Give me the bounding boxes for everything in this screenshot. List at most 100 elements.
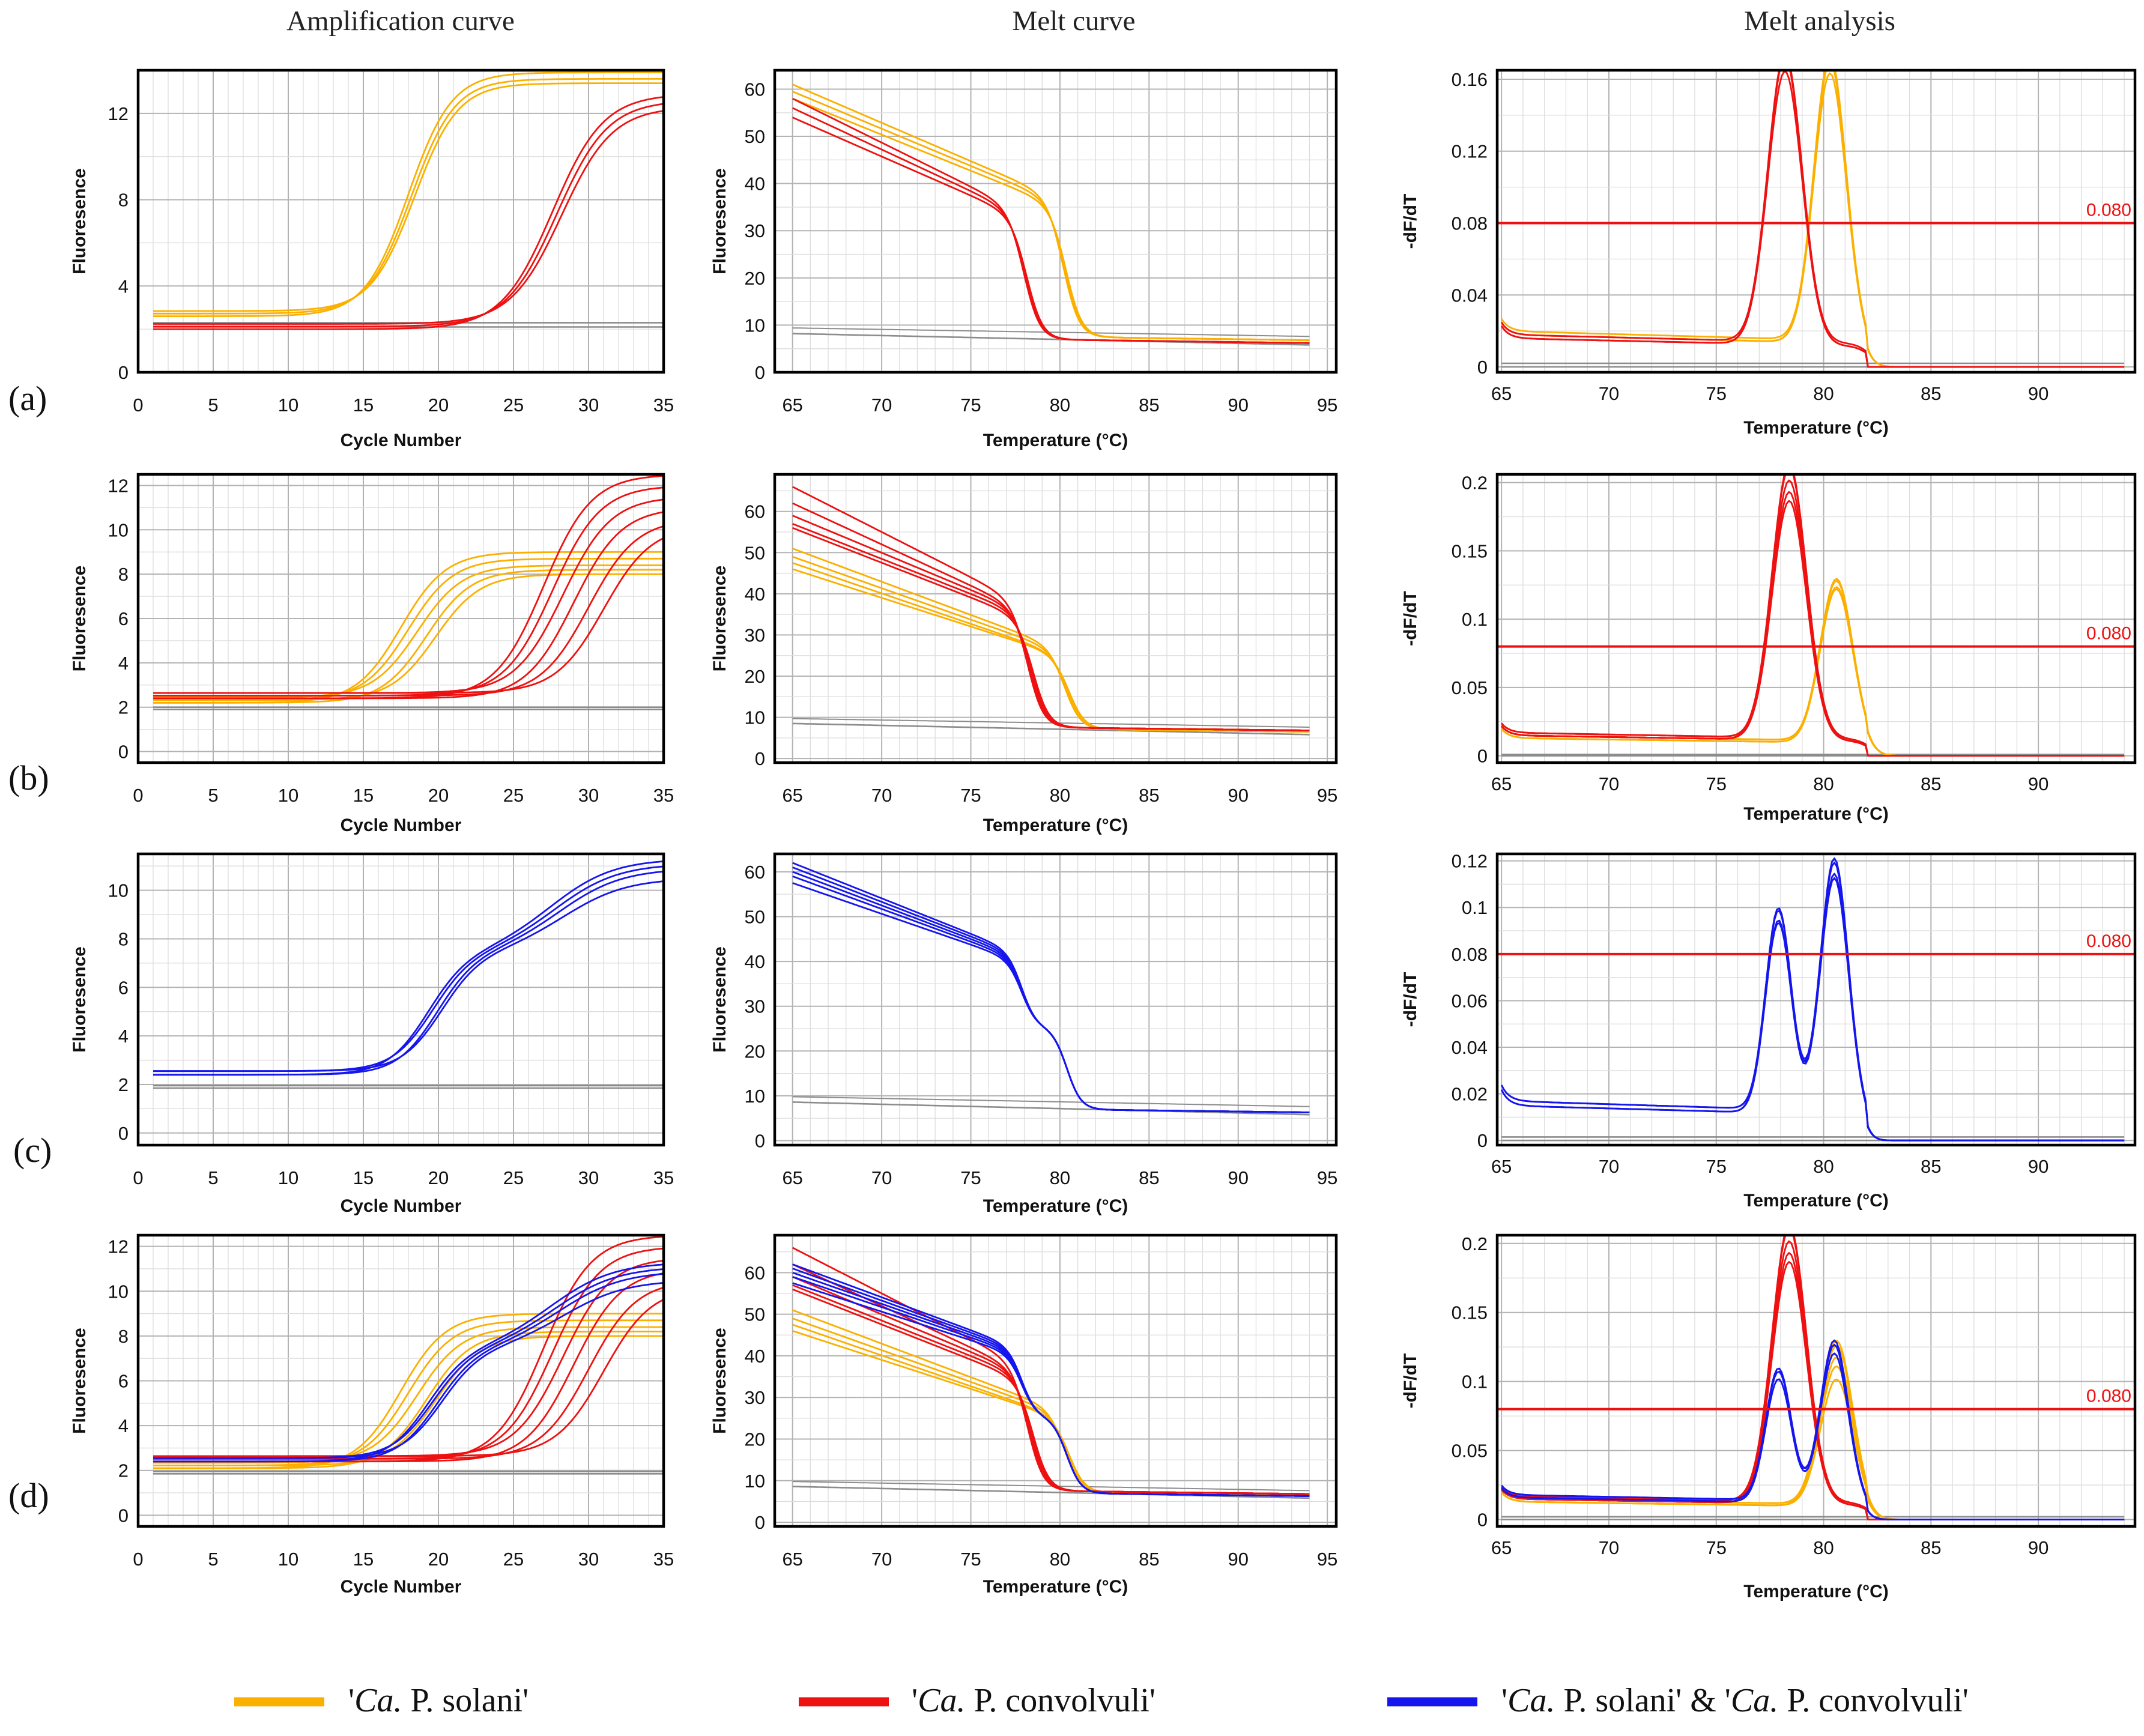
x-tick-labels: 0 5 10 15 20 25 30 35: [133, 785, 674, 806]
y-tick-label: 2: [118, 1460, 129, 1481]
x-tick-label: 10: [278, 395, 298, 416]
y-tick-label: 8: [118, 564, 129, 585]
y-tick-label: 20: [745, 666, 765, 687]
series-convolvuli-line: [153, 110, 664, 325]
chart-b-deriv: 65 70 75 80 85 90 0 0.05 0.1 0.15 0.2 Temperature (…: [1401, 473, 2137, 824]
legend-label-italic: Ca.: [354, 1682, 402, 1719]
y-tick-label: 20: [745, 268, 765, 289]
x-tick-label: 25: [503, 1167, 524, 1188]
series-mixed-line: [792, 1282, 1310, 1497]
threshold-label: 0.080: [2086, 624, 2131, 644]
y-tick-label: 0.04: [1452, 1037, 1488, 1058]
legend-item: 'Ca. P. solani': [234, 1682, 528, 1719]
y-tick-label: 0: [755, 1512, 765, 1533]
y-tick-labels: 0 0.05 0.1 0.15 0.2: [1452, 473, 1488, 767]
chart-d-melt: 65 70 75 80 85 90 95 0 10 20 30 40 50 60 Temperature (…: [710, 1233, 1338, 1597]
plot-frame: [1495, 68, 2137, 374]
x-tick-label: 30: [578, 785, 599, 806]
x-tick-label: 65: [782, 395, 802, 416]
chart-c-amp: 0 5 10 15 20 25 30 35 0 2 4 6 8 10 Cycle Number Fluores…: [70, 852, 674, 1216]
x-axis-label: Temperature (°C): [1743, 1191, 1888, 1211]
x-tick-label: 85: [1921, 383, 1941, 404]
y-tick-label: 10: [745, 1471, 765, 1492]
legend-label-part: P. solani': [402, 1682, 528, 1719]
y-axis-label: Fluoresence: [70, 566, 89, 672]
y-tick-label: 0: [1477, 1510, 1488, 1531]
x-tick-label: 90: [2028, 1156, 2049, 1177]
x-tick-label: 10: [278, 1167, 298, 1188]
plot-frame: [136, 1233, 665, 1528]
series-convolvuli-line: [153, 525, 664, 697]
series-convolvuli-line: [792, 1288, 1310, 1495]
x-axis-label: Temperature (°C): [983, 1577, 1128, 1597]
x-tick-label: 35: [653, 1549, 674, 1570]
y-axis-label: -dF/dT: [1401, 194, 1420, 249]
x-tick-label: 10: [278, 1549, 298, 1570]
x-tick-label: 75: [1706, 1537, 1726, 1558]
x-axis-label: Temperature (°C): [983, 815, 1128, 835]
legend-label-italic: Ca.: [918, 1682, 965, 1719]
x-tick-label: 95: [1317, 395, 1337, 416]
y-tick-label: 50: [745, 1304, 765, 1325]
x-tick-labels: 65 70 75 80 85 90: [1491, 773, 2049, 794]
plot-area: [775, 1235, 1336, 1526]
x-tick-label: 95: [1317, 1167, 1337, 1188]
x-tick-labels: 65 70 75 80 85 90: [1491, 1537, 2049, 1558]
legend-label-part: P. solani' & ': [1555, 1682, 1730, 1719]
x-tick-label: 65: [1491, 1156, 1512, 1177]
legend-label: 'Ca. P. solani': [348, 1682, 528, 1719]
chart-d-deriv: 65 70 75 80 85 90 0 0.05 0.1 0.15 0.2 Temperature (…: [1401, 1233, 2137, 1601]
y-tick-label: 8: [118, 928, 129, 949]
y-axis-label: Fluoresence: [70, 168, 89, 274]
y-axis-label: -dF/dT: [1401, 591, 1420, 646]
threshold-label: 0.080: [2086, 1387, 2131, 1406]
series-mixed-line: [1501, 1352, 2125, 1520]
y-tick-label: 40: [745, 174, 765, 195]
x-axis-label: Temperature (°C): [1743, 804, 1888, 824]
x-tick-label: 65: [1491, 773, 1512, 794]
x-tick-label: 5: [208, 395, 218, 416]
series-convolvuli-line: [153, 96, 664, 330]
y-tick-label: 0: [118, 742, 129, 763]
plot-frame: [136, 852, 665, 1147]
series-group: [792, 486, 1310, 736]
y-axis-label: Fluoresence: [710, 1328, 730, 1434]
series-convolvuli-line: [153, 537, 664, 694]
x-tick-label: 70: [1599, 773, 1619, 794]
x-tick-labels: 65 70 75 80 85 90 95: [782, 395, 1337, 416]
series-mixed-line: [153, 880, 664, 1072]
legend-label-italic: Ca.: [1507, 1682, 1555, 1719]
plot-area: [138, 854, 664, 1145]
x-tick-label: 80: [1050, 1549, 1070, 1570]
legend-label: 'Ca. P. convolvuli': [912, 1682, 1155, 1719]
x-tick-label: 35: [653, 1167, 674, 1188]
grid: [775, 474, 1336, 763]
chart-a-amp: 0 5 10 15 20 25 30 35 0 4 8 12 Cycle Number Fluoresen…: [70, 68, 674, 450]
y-tick-label: 60: [745, 1262, 765, 1283]
grid: [775, 1235, 1336, 1526]
y-tick-labels: 0 0.05 0.1 0.15 0.2: [1452, 1233, 1488, 1531]
x-tick-label: 80: [1050, 785, 1070, 806]
x-tick-label: 5: [208, 1167, 218, 1188]
y-tick-label: 0.1: [1462, 609, 1488, 630]
plot-area: [1497, 474, 2135, 763]
y-tick-label: 0.16: [1452, 69, 1488, 90]
series-mixed-line: [792, 882, 1310, 1113]
y-tick-label: 12: [108, 103, 129, 124]
y-tick-labels: 0 10 20 30 40 50 60: [745, 862, 765, 1152]
series-solani-line: [153, 1335, 664, 1466]
plot-frame: [136, 473, 665, 764]
x-tick-label: 25: [503, 1549, 524, 1570]
y-tick-label: 30: [745, 625, 765, 646]
x-tick-labels: 0 5 10 15 20 25 30 35: [133, 395, 674, 416]
plot-frame: [773, 68, 1338, 374]
x-tick-label: 0: [133, 395, 143, 416]
x-tick-label: 80: [1050, 395, 1070, 416]
plot-frame: [773, 1233, 1338, 1528]
x-tick-label: 75: [960, 395, 981, 416]
legend-label-part: P. convolvuli': [1778, 1682, 1969, 1719]
legend-label-part: ': [912, 1682, 918, 1719]
x-tick-label: 20: [428, 1549, 449, 1570]
y-tick-label: 40: [745, 1346, 765, 1367]
plot-frame: [773, 852, 1338, 1147]
